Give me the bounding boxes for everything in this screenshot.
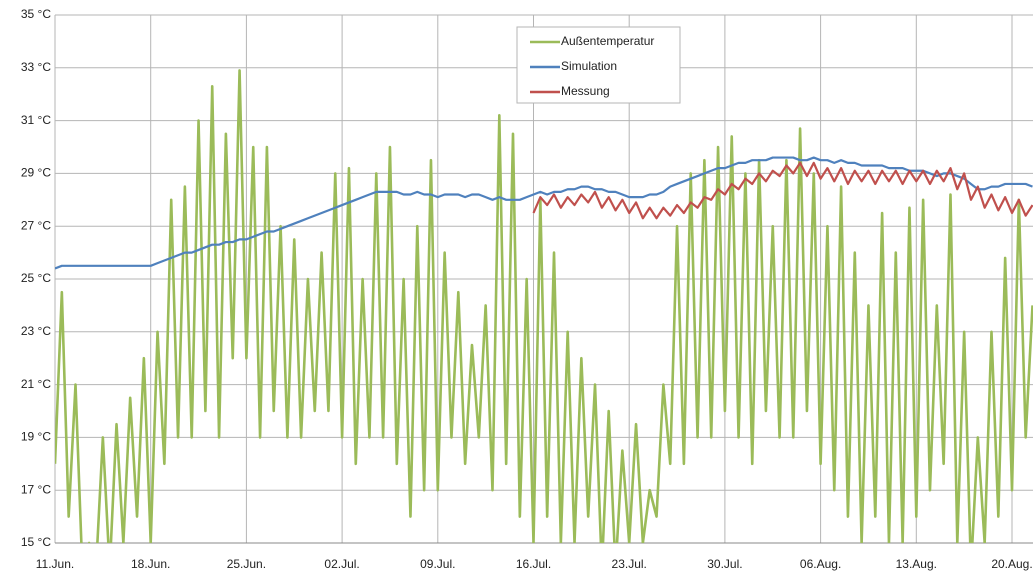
legend-label: Messung	[561, 84, 610, 98]
y-tick-label: 15 °C	[21, 535, 51, 549]
x-tick-label: 13.Aug.	[896, 557, 937, 571]
x-tick-label: 25.Jun.	[227, 557, 266, 571]
y-tick-label: 33 °C	[21, 60, 51, 74]
series-line	[55, 156, 1033, 270]
x-tick-label: 09.Jul.	[420, 557, 455, 571]
x-tick-label: 18.Jun.	[131, 557, 170, 571]
y-tick-label: 27 °C	[21, 218, 51, 232]
x-tick-label: 02.Jul.	[324, 557, 359, 571]
legend-label: Außentemperatur	[561, 34, 654, 48]
x-tick-label: 16.Jul.	[516, 557, 551, 571]
y-tick-label: 19 °C	[21, 430, 51, 444]
x-tick-label: 20.Aug.	[991, 557, 1032, 571]
x-tick-label: 30.Jul.	[707, 557, 742, 571]
plot-area	[55, 69, 1033, 543]
legend-label: Simulation	[561, 59, 617, 73]
legend: Außentemperatur Simulation Messung	[516, 26, 681, 104]
y-tick-label: 21 °C	[21, 377, 51, 391]
y-tick-label: 29 °C	[21, 166, 51, 180]
y-tick-label: 17 °C	[21, 482, 51, 496]
y-tick-label: 31 °C	[21, 113, 51, 127]
y-tick-label: 35 °C	[21, 7, 51, 21]
legend-box	[516, 26, 681, 104]
x-tick-label: 23.Jul.	[612, 557, 647, 571]
y-tick-label: 25 °C	[21, 271, 51, 285]
y-tick-label: 23 °C	[21, 324, 51, 338]
series-line	[55, 69, 1033, 543]
x-tick-label: 11.Jun.	[36, 557, 74, 571]
series-line	[532, 161, 1033, 220]
x-tick-label: 06.Aug.	[800, 557, 841, 571]
